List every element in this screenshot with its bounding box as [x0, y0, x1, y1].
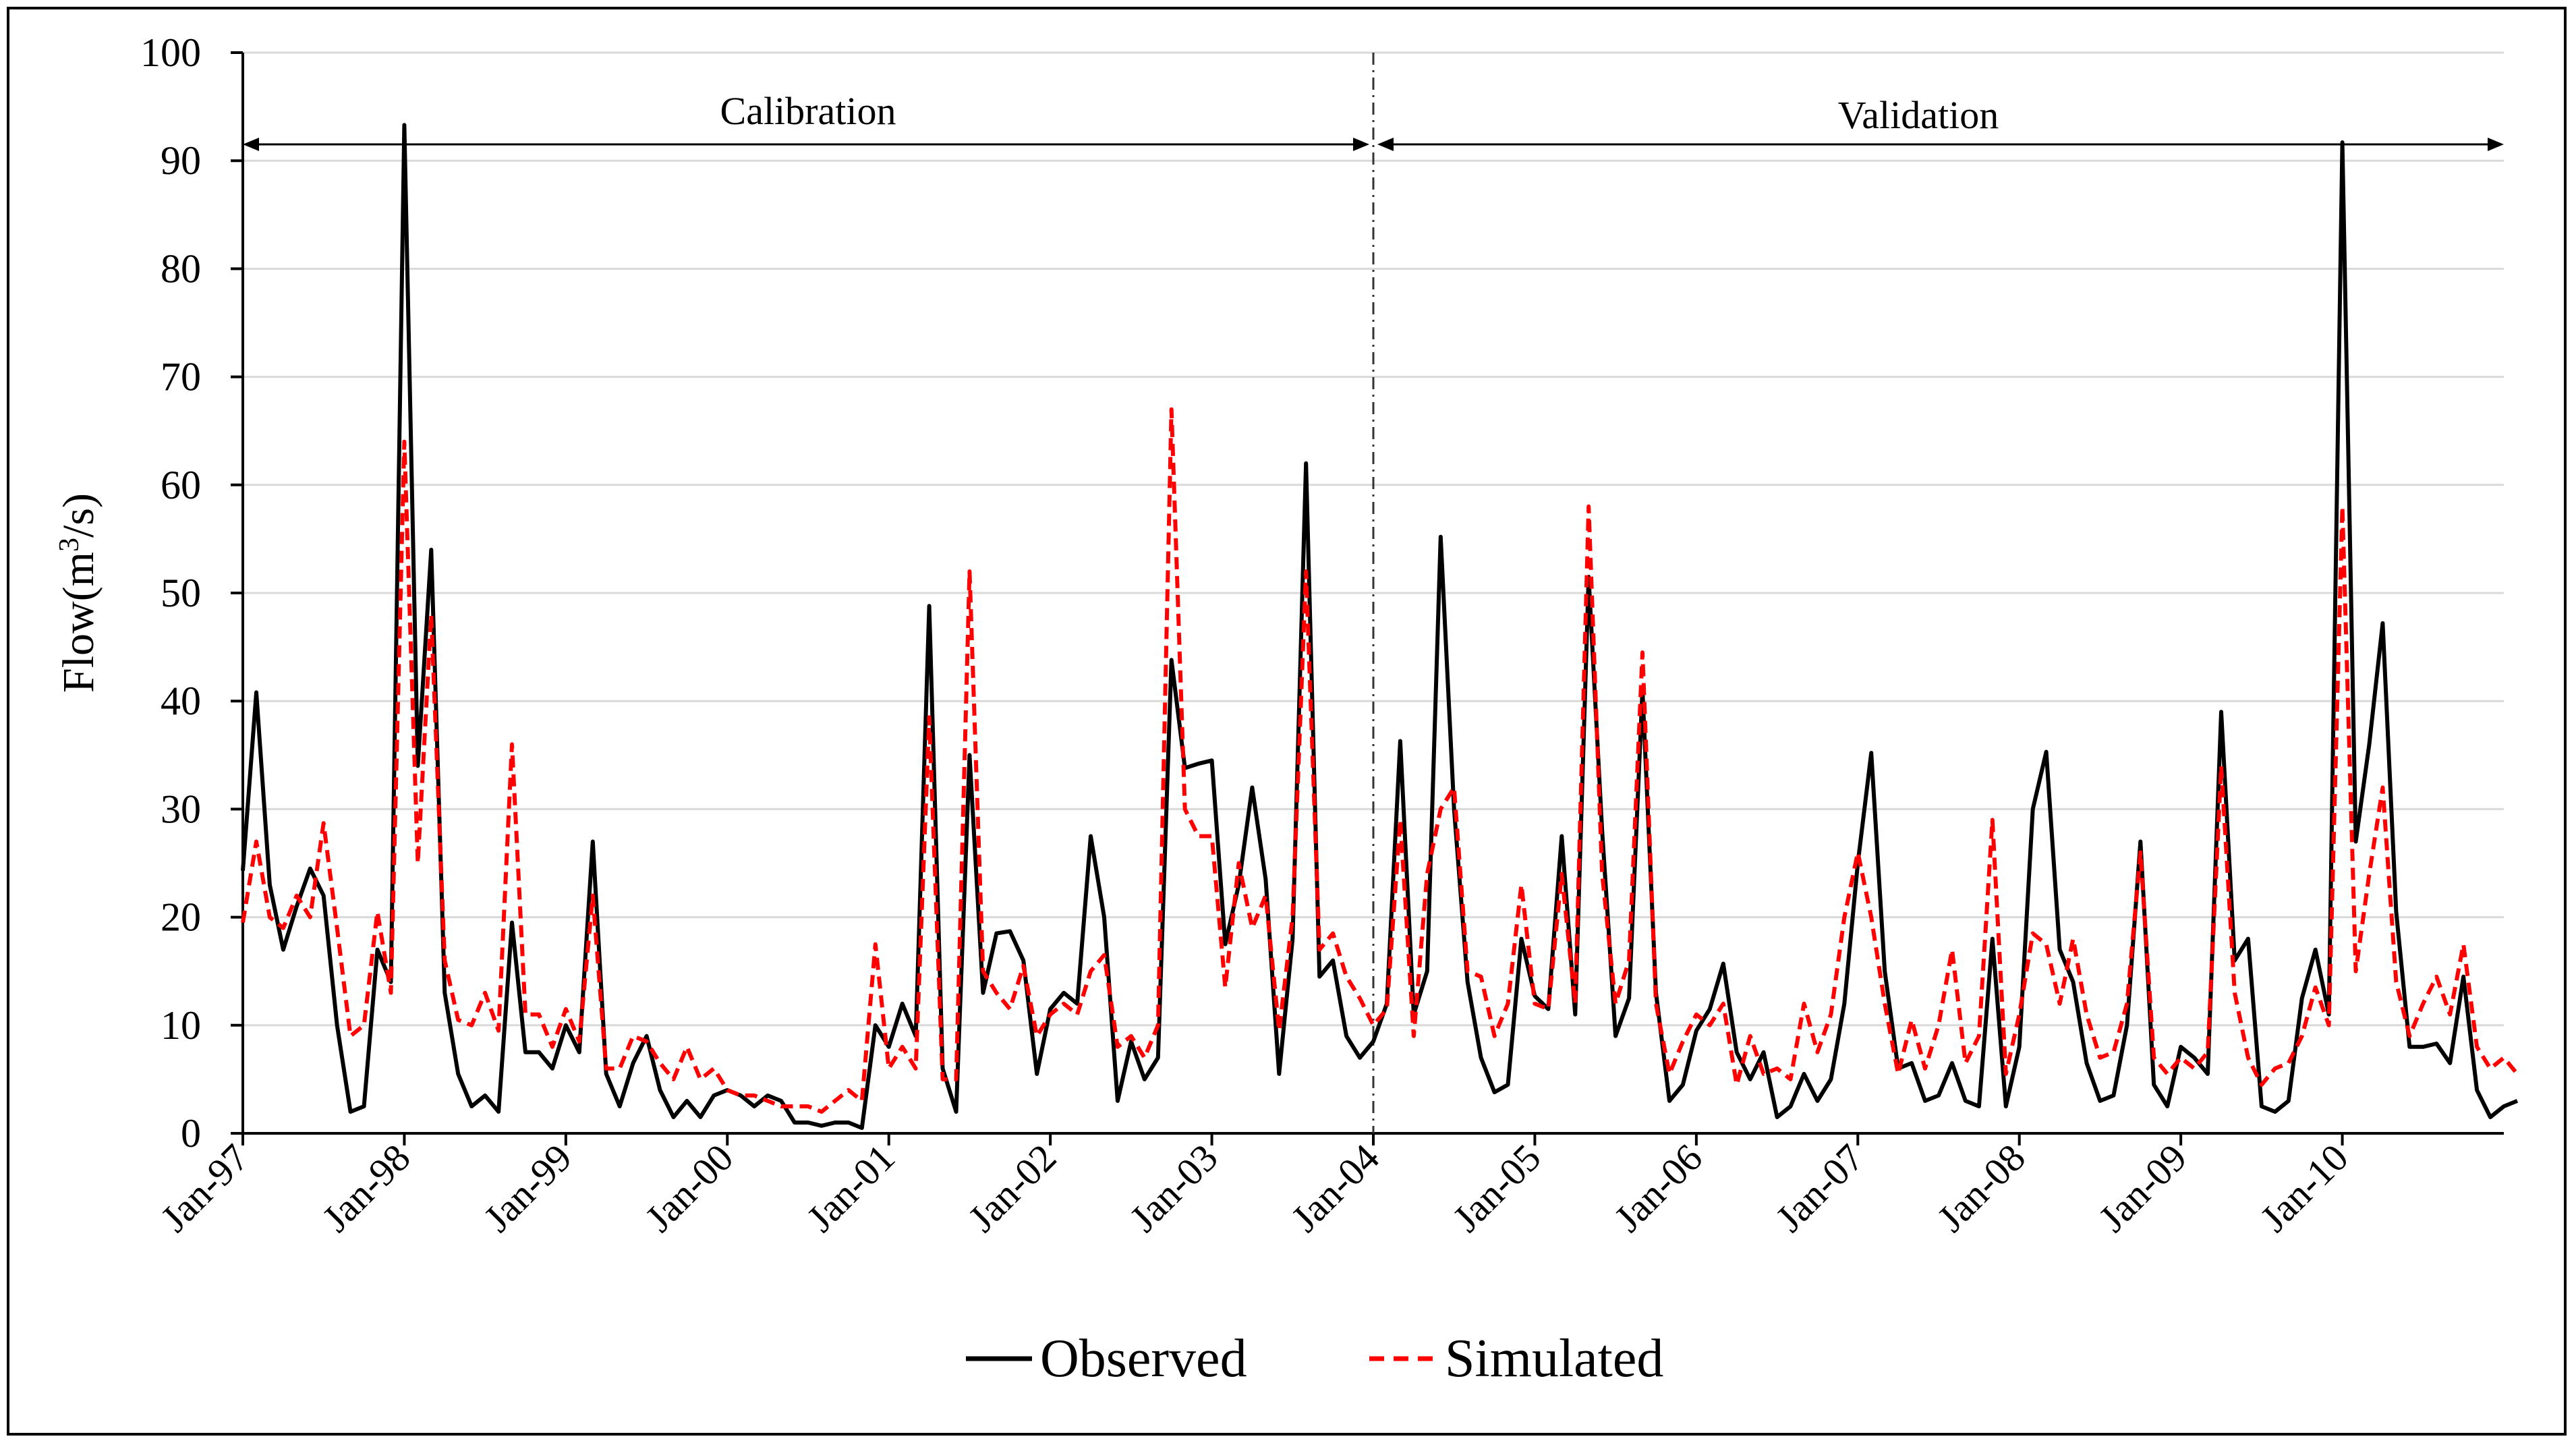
- x-tick-labels: Jan-97 Jan-98 Jan-99 Jan-00 Jan-01 Jan-02 Jan-…: [152, 1133, 2357, 1241]
- x-tick-label: Jan-07: [1767, 1135, 1872, 1240]
- y-tick-label: 80: [161, 246, 201, 291]
- x-tick-label: Jan-03: [1121, 1135, 1226, 1240]
- y-tick-label: 60: [161, 463, 201, 507]
- y-tick-label: 20: [161, 895, 201, 940]
- x-tick-label: Jan-04: [1283, 1135, 1387, 1240]
- x-tick-label: Jan-09: [2090, 1135, 2195, 1240]
- x-tick-label: Jan-00: [637, 1135, 741, 1240]
- x-tick-label: Jan-01: [799, 1135, 903, 1240]
- calibration-arrow: [243, 138, 1369, 151]
- y-axis-title: Flow(m3/s): [54, 493, 103, 693]
- legend: Observed Simulated: [966, 1329, 1663, 1388]
- series-simulated-line: [241, 407, 2519, 1114]
- x-tick-label: Jan-97: [152, 1135, 257, 1240]
- period-annotations: Calibration Validation: [243, 53, 2504, 1133]
- y-tick-label: 10: [161, 1003, 201, 1048]
- y-tick-labels: 0 10 20 30 40 50 60 70 80 90 100: [140, 30, 243, 1156]
- legend-observed-label: Observed: [1040, 1329, 1247, 1388]
- x-tick-label: Jan-08: [1929, 1135, 2034, 1240]
- x-tick-label: Jan-98: [314, 1135, 418, 1240]
- y-tick-label: 50: [161, 571, 201, 615]
- y-tick-label: 70: [161, 355, 201, 399]
- x-tick-label: Jan-10: [2252, 1135, 2356, 1240]
- validation-label: Validation: [1838, 93, 1999, 137]
- y-tick-label: 40: [161, 679, 201, 723]
- legend-simulated-label: Simulated: [1445, 1329, 1663, 1388]
- x-tick-label: Jan-06: [1606, 1135, 1711, 1240]
- y-tick-label: 30: [161, 787, 201, 831]
- x-tick-label: Jan-05: [1444, 1135, 1549, 1240]
- y-tick-label: 0: [181, 1111, 201, 1156]
- series-lines: [241, 123, 2519, 1130]
- y-tick-label: 100: [140, 30, 201, 75]
- y-tick-label: 90: [161, 138, 201, 183]
- series-observed-line: [241, 123, 2519, 1130]
- x-tick-label: Jan-02: [960, 1135, 1064, 1240]
- validation-arrow: [1377, 138, 2504, 151]
- calibration-label: Calibration: [720, 89, 896, 133]
- x-tick-label: Jan-99: [476, 1135, 580, 1240]
